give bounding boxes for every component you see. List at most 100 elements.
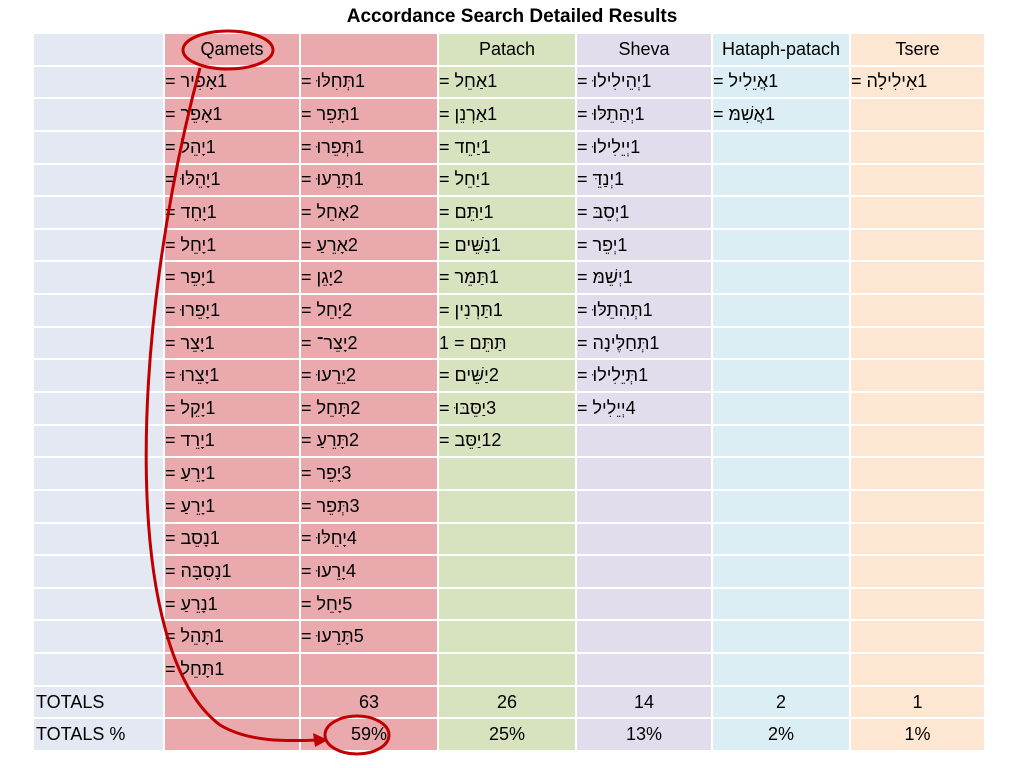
entry-text: 12יַסֵּב =	[439, 430, 502, 451]
totals-row-hataph: 2	[713, 686, 849, 718]
empty-cell	[713, 197, 849, 228]
entry-sheva: 1יְיֵלִילוּ =	[577, 131, 711, 163]
entry-text: 1תְּחִלּוּ =	[301, 71, 366, 92]
entry-text: 1אָפִיר =	[165, 71, 228, 92]
entry-text: 2תָּרֵעַ =	[301, 430, 360, 451]
entry-qamets: 1תָּהֵל =	[165, 621, 299, 653]
entry-patach: 1יַחֵד =	[439, 131, 575, 163]
entry-sheva: 1תְּהִתֵלּוּ =	[577, 295, 711, 326]
entry-tsere: 1אֵילִילָה =	[851, 66, 984, 98]
header-cell-patach: Patach	[439, 34, 575, 65]
entry-text: 1יָחֵד =	[165, 201, 217, 222]
entry-qamets: 1תָּחֵל =	[165, 654, 299, 685]
empty-cell	[577, 425, 711, 457]
empty-cell	[34, 458, 163, 489]
entry-text: 1אֵילִילָה =	[851, 71, 928, 92]
entry-patach: 1אַרְנֵן =	[439, 99, 575, 130]
entry-text: 1יְפֵר =	[577, 234, 628, 255]
entry-text: 1תָּהֵל =	[165, 626, 224, 647]
entry-text: 1יַחֵד =	[439, 136, 491, 157]
totals-pct-row-hataph: 2%	[713, 719, 849, 750]
entry-qamets2: 3יָפֵר =	[301, 458, 437, 489]
header-cell-qamets: Qamets	[165, 34, 299, 65]
empty-cell	[577, 654, 711, 685]
empty-cell	[439, 621, 575, 653]
entry-qamets2: 2יֵרֵעוּ =	[301, 360, 437, 391]
entry-sheva: 1תְּחַלֶּינָה =	[577, 327, 711, 359]
empty-cell	[713, 588, 849, 620]
empty-cell	[851, 393, 984, 424]
entry-patach: 1תַּמֵּר =	[439, 262, 575, 294]
empty-cell	[34, 327, 163, 359]
empty-cell	[851, 458, 984, 489]
entry-text: 1יְנַדֵּ =	[577, 169, 625, 190]
empty-cell	[851, 262, 984, 294]
entry-qamets2: 1תְּחִלּוּ =	[301, 66, 437, 98]
empty-cell	[301, 654, 437, 685]
empty-cell	[34, 490, 163, 522]
empty-cell	[851, 197, 984, 228]
entry-patach: 1יַתֵּם =	[439, 197, 575, 228]
entry-text: 1תַּמֵּר =	[439, 267, 499, 288]
entry-text: 4יְיֵלִיל =	[577, 397, 636, 418]
entry-sheva: 1תְּיֵלִילוּ =	[577, 360, 711, 391]
entry-sheva: 1יְנַדֵּ =	[577, 164, 711, 196]
empty-cell	[34, 131, 163, 163]
entry-text: 1יָפֵר =	[165, 267, 216, 288]
entry-qamets: 1יָרֵעַ =	[165, 458, 299, 489]
entry-text: 1יְהֵילִילוּ =	[577, 71, 652, 92]
empty-cell	[851, 490, 984, 522]
entry-qamets: 1יָפֵרוּ =	[165, 295, 299, 326]
empty-cell	[577, 490, 711, 522]
entry-text: 1יָהֵלּוּ =	[165, 169, 221, 190]
entry-text: 1תָּרֵעוּ =	[301, 169, 364, 190]
entry-qamets: 1נָרֵעַ =	[165, 588, 299, 620]
empty-cell	[713, 360, 849, 391]
entry-text: 1נָרֵעַ =	[165, 593, 218, 614]
entry-sheva: 1יְהַתֵלּוּ =	[577, 99, 711, 130]
entry-hataph: 1אֲיֵלִיל =	[713, 66, 849, 98]
entry-text: 1יְהַתֵלּוּ =	[577, 104, 645, 125]
totals-row-label: TOTALS	[34, 686, 163, 718]
entry-text: 1יָחֵל =	[165, 234, 217, 255]
entry-qamets2: 1תָּפֵר =	[301, 99, 437, 130]
entry-text: 1יָקֵל =	[165, 397, 216, 418]
entry-sheva: 1יְסֵבּ =	[577, 197, 711, 228]
empty-cell	[34, 425, 163, 457]
entry-qamets2: 2יָחֵל =	[301, 295, 437, 326]
entry-text: 1יְשֵׁמּ =	[577, 267, 633, 288]
entry-qamets2: 4יָרֵעוּ =	[301, 556, 437, 587]
empty-cell	[34, 523, 163, 555]
entry-qamets: 1יָצֵר =	[165, 327, 299, 359]
empty-cell	[713, 490, 849, 522]
entry-text: 1תַּרְנִין =	[439, 299, 503, 320]
empty-cell	[34, 393, 163, 424]
entry-text: 1אֲיֵלִיל =	[713, 71, 779, 92]
entry-patach: 1יַחֵל =	[439, 164, 575, 196]
empty-cell	[851, 99, 984, 130]
entry-text: 1אַרְנֵן =	[439, 104, 498, 125]
entry-qamets2: 2אָרֵעַ =	[301, 229, 437, 261]
empty-cell	[713, 523, 849, 555]
entry-qamets: 1יָרֵד =	[165, 425, 299, 457]
empty-cell	[34, 556, 163, 587]
empty-cell	[439, 523, 575, 555]
entry-text: 5יָחֵל =	[301, 593, 353, 614]
entry-text: 1תָּפֵר =	[301, 104, 360, 125]
empty-cell	[439, 588, 575, 620]
entry-text: 1אַחֵל =	[439, 71, 498, 92]
empty-cell	[851, 295, 984, 326]
empty-cell	[851, 360, 984, 391]
empty-cell	[713, 556, 849, 587]
totals-pct-row-qamets: 59%	[301, 719, 437, 750]
empty-cell	[34, 262, 163, 294]
empty-cell	[577, 523, 711, 555]
empty-cell	[851, 621, 984, 653]
empty-cell	[34, 197, 163, 228]
empty-cell	[439, 556, 575, 587]
entry-text: 1יָרֵעַ =	[165, 463, 216, 484]
entry-qamets: 1נָסֵבָּה =	[165, 556, 299, 587]
empty-cell	[34, 360, 163, 391]
empty-cell	[34, 229, 163, 261]
entry-qamets2: 3תְּפֵר =	[301, 490, 437, 522]
